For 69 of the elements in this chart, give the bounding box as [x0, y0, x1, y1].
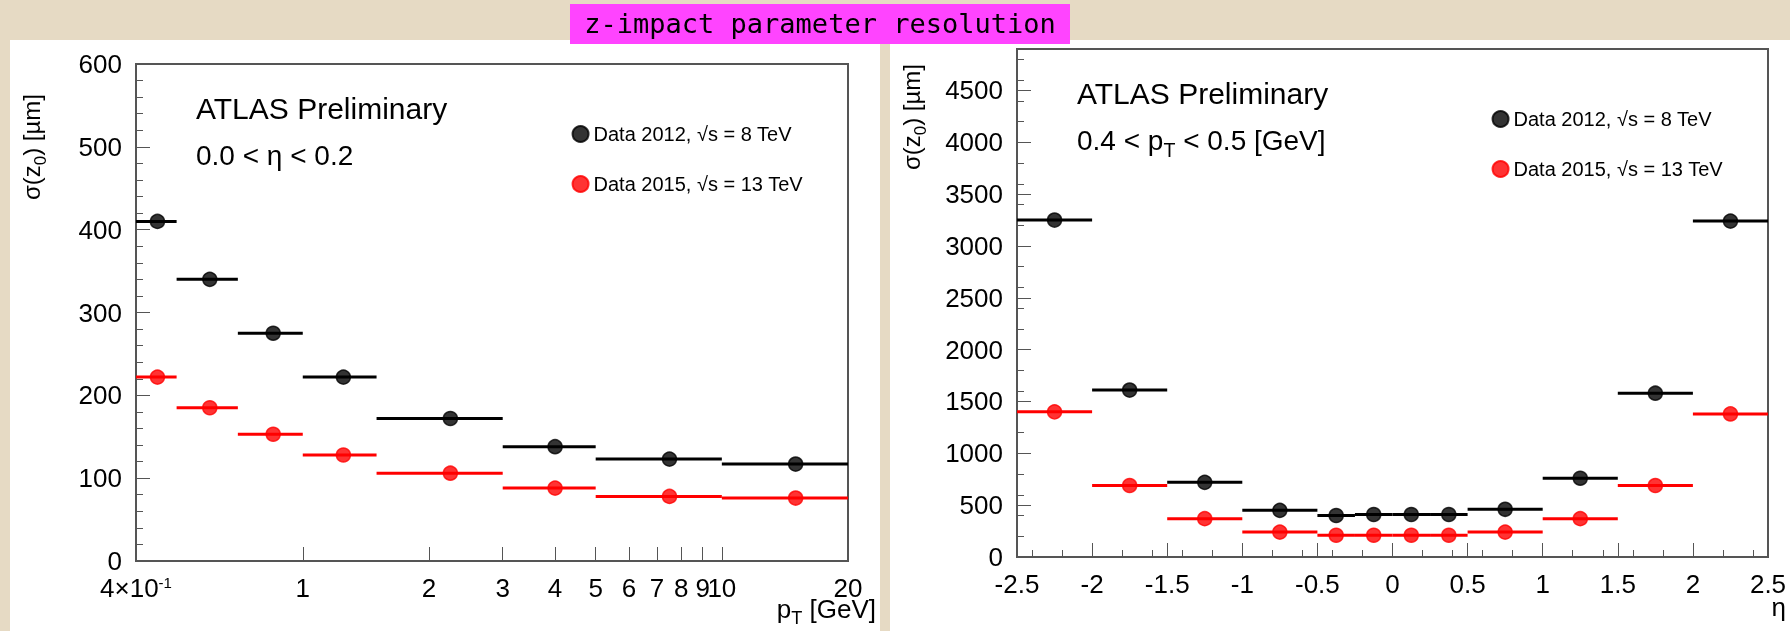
x-tick-label: 1	[295, 573, 310, 603]
x-tick-label: 2	[421, 573, 437, 603]
y-tick-label: 100	[78, 463, 122, 494]
y-tick-label: 2500	[945, 282, 1003, 313]
point	[1497, 501, 1513, 518]
point	[1441, 506, 1457, 523]
y-tick-label: 1000	[945, 438, 1003, 469]
point	[1365, 506, 1382, 523]
x-tick-label: 0.5	[1449, 569, 1486, 599]
point	[1328, 507, 1344, 524]
point	[1121, 382, 1138, 398]
point	[1572, 510, 1588, 527]
x-tick-label: 6	[621, 573, 637, 603]
point	[1403, 506, 1420, 523]
point	[1572, 470, 1588, 486]
point	[1441, 527, 1457, 543]
legend-label: Data 2015, √s = 13 TeV	[593, 173, 804, 195]
point	[1647, 385, 1664, 401]
y-tick-label: 600	[78, 49, 122, 79]
x-tick-label: 9	[695, 573, 710, 603]
y-tick-label: 400	[78, 214, 122, 245]
point	[1365, 527, 1382, 543]
x-tick-label: -1.5	[1144, 569, 1190, 599]
point	[1403, 527, 1420, 543]
annotation: 0.4 < p$_{T}$ < 0.5 [GeV]	[1077, 125, 1326, 162]
point	[1046, 404, 1063, 420]
point	[1328, 527, 1344, 543]
legend-label: Data 2012, √s = 8 TeV	[593, 123, 793, 145]
point	[1647, 477, 1664, 494]
x-tick-label: 0	[1385, 569, 1400, 599]
annotation: ATLAS Preliminary	[196, 92, 448, 126]
point	[1197, 474, 1213, 491]
point	[1497, 524, 1513, 540]
x-tick-label: -2	[1080, 569, 1104, 599]
point	[1197, 510, 1213, 527]
point	[1722, 406, 1739, 422]
annotation: ATLAS Preliminary	[1077, 77, 1329, 111]
point	[1272, 524, 1288, 540]
y-tick-label: 1500	[945, 386, 1003, 417]
legend-label: Data 2015, √s = 13 TeV	[1513, 158, 1724, 180]
annotation: 0.0 < η < 0.2	[196, 140, 354, 172]
x-tick-label: 5	[588, 573, 603, 603]
y-tick-label: 300	[78, 297, 122, 328]
y-tick-label: 0	[107, 546, 122, 576]
x-tick-label: -2.5	[994, 569, 1040, 599]
chart-title: z-impact parameter resolution	[570, 4, 1070, 44]
point	[1121, 477, 1138, 494]
y-tick-label: 4000	[945, 127, 1003, 158]
y-tick-label: 500	[78, 131, 122, 162]
x-tick-label: -0.5	[1294, 569, 1340, 599]
x-tick-label: 1	[1535, 569, 1550, 599]
point	[1272, 502, 1288, 519]
x-tick-label: -1	[1230, 569, 1254, 599]
y-tick-label: 500	[959, 490, 1003, 521]
x-tick-label: 8	[674, 573, 689, 603]
point	[1722, 213, 1739, 229]
x-tick-label: 7	[649, 573, 665, 603]
x-tick-label: 4	[547, 573, 563, 603]
point	[1046, 212, 1063, 228]
x-tick-label: 1.5	[1599, 569, 1636, 599]
x-tick-label: 3	[495, 573, 510, 603]
legend-label: Data 2012, √s = 8 TeV	[1513, 108, 1713, 130]
y-tick-label: 4500	[945, 75, 1003, 106]
y-tick-label: 0	[988, 542, 1003, 572]
y-tick-label: 3000	[945, 230, 1003, 261]
y-tick-label: 200	[78, 380, 122, 411]
y-tick-label: 2000	[945, 334, 1003, 365]
y-tick-label: 3500	[945, 179, 1003, 210]
x-tick-label: 2	[1685, 569, 1701, 599]
